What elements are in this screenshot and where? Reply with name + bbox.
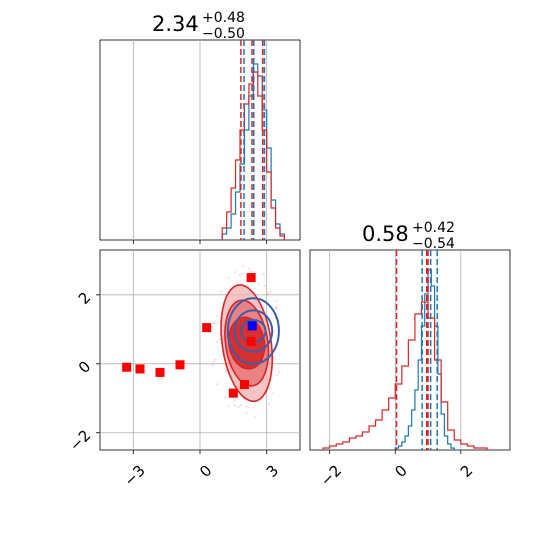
mid-ytick-label-2: 2: [75, 288, 94, 307]
sample-dot: [262, 273, 265, 275]
sample-dot: [220, 290, 223, 293]
sample-dot: [233, 404, 236, 407]
sample-dot: [272, 356, 275, 359]
sample-dot: [257, 283, 260, 286]
panel-right-content: [322, 250, 494, 450]
red-marker-3: [175, 360, 185, 370]
red-marker-6: [239, 379, 249, 389]
sample-dot: [274, 316, 276, 319]
sample-dot: [242, 265, 244, 267]
sample-dot: [268, 387, 270, 390]
sample-dot: [253, 406, 256, 409]
blue-marker: [247, 321, 257, 331]
sample-dot: [247, 406, 250, 408]
mid-ytick-label-0: −2: [66, 426, 94, 454]
sample-dot: [248, 267, 250, 270]
sample-dot: [237, 406, 240, 408]
panel-top-content: [221, 40, 286, 240]
sample-dot: [268, 292, 270, 295]
blue-contour-level-1: [233, 309, 274, 353]
red-marker-7: [246, 336, 256, 346]
sample-dot: [241, 282, 244, 285]
sample-dot: [241, 273, 244, 276]
panel-2d-xticks: −3 0 3: [121, 450, 282, 490]
red-marker-2: [155, 367, 165, 377]
title-right-plus: +0.42: [412, 220, 455, 236]
sample-dot: [275, 307, 278, 310]
right-hist-series-0: [394, 269, 461, 450]
mid-ytick-label-1: 0: [75, 357, 94, 376]
sample-dot: [275, 300, 278, 302]
mid-xtick-label-1: 0: [196, 462, 215, 481]
right-hist-series-1: [322, 301, 494, 450]
sample-dot: [225, 370, 227, 373]
panel-right-xticks: −2 0 2: [317, 450, 476, 490]
sample-dot: [275, 374, 278, 377]
sample-dot: [213, 322, 216, 324]
sample-dot: [266, 292, 268, 295]
sample-dot: [270, 290, 273, 293]
sample-dot: [211, 322, 214, 324]
title-right-minus: −0.54: [412, 236, 455, 252]
sample-dot: [215, 341, 218, 344]
sample-dot: [211, 364, 214, 367]
sample-dot: [262, 305, 265, 308]
red-marker-5: [228, 388, 238, 398]
title-top-minus: −0.50: [202, 26, 245, 42]
sample-dot: [228, 404, 230, 407]
sample-dot: [272, 330, 275, 333]
sample-dot: [233, 400, 236, 402]
mid-xtick-label-2: 3: [263, 462, 282, 481]
panel-2d: −3 0 3 −2 0 2: [66, 249, 301, 490]
sample-dot: [245, 405, 248, 408]
sample-dot: [222, 362, 225, 365]
sample-dot: [245, 412, 248, 415]
sample-dot: [214, 358, 217, 361]
sample-dot: [224, 396, 227, 399]
panel-right-frame: [309, 249, 511, 451]
sample-dot: [216, 383, 218, 386]
sample-dot: [275, 305, 278, 308]
sample-dot: [239, 404, 242, 407]
title-right-median: 0.58: [362, 222, 409, 246]
panel-2d-content: [122, 265, 281, 418]
panel-right-histogram: −2 0 2 0.58 +0.42 −0.54: [309, 220, 511, 490]
sample-dot: [267, 402, 270, 405]
title-top-plus: +0.48: [202, 10, 245, 26]
red-marker-1: [135, 364, 145, 374]
sample-dot: [253, 415, 256, 418]
panel-2d-yticks: −2 0 2: [66, 288, 100, 455]
blue-contour-level-0: [226, 297, 280, 365]
sample-dot: [215, 314, 218, 317]
sample-dot: [272, 392, 274, 395]
sample-dot: [263, 284, 266, 287]
right-xtick-label-2: 2: [457, 462, 476, 481]
sample-dot: [234, 271, 237, 273]
panel-right-grid: [329, 250, 462, 450]
sample-dot: [278, 371, 281, 374]
sample-dot: [239, 273, 241, 276]
sample-dot: [216, 321, 219, 324]
sample-dot: [211, 325, 213, 328]
red-marker-8: [246, 273, 256, 283]
mid-xtick-label-0: −3: [121, 462, 149, 490]
sample-dot: [212, 360, 215, 363]
right-xtick-label-0: −2: [317, 462, 345, 490]
sample-dot: [249, 270, 252, 273]
red-marker-0: [122, 362, 132, 372]
panel-top-histogram: 2.34 +0.48 −0.50: [99, 10, 301, 244]
sample-dot: [227, 277, 230, 279]
title-top-median: 2.34: [152, 12, 199, 36]
right-xtick-label-1: 0: [391, 462, 410, 481]
red-marker-4: [202, 323, 212, 333]
sample-dot: [219, 338, 221, 341]
sample-dot: [253, 287, 256, 290]
